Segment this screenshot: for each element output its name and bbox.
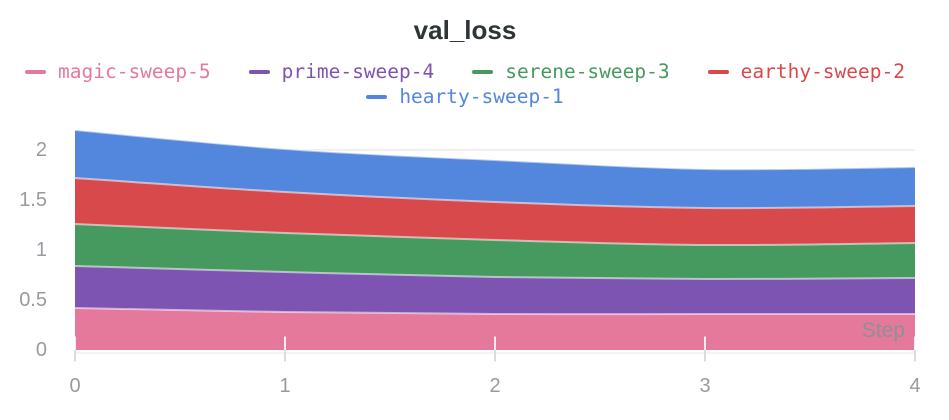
x-tick-label-0: 0 (69, 375, 81, 397)
x-tick-label-2: 2 (489, 375, 501, 397)
legend-item-magic-sweep-5[interactable]: magic-sweep-5 (25, 60, 211, 83)
legend-label: magic-sweep-5 (58, 60, 211, 83)
legend-item-prime-sweep-4[interactable]: prime-sweep-4 (248, 60, 435, 83)
chart-title: val_loss (413, 15, 517, 45)
y-tick-label-0: 0 (35, 339, 47, 361)
area-top-edge-serene-sweep-3 (74, 223, 916, 247)
area-top-edge-hearty-sweep-1 (74, 129, 916, 171)
legend-row: hearty-sweep-1 (0, 84, 930, 109)
legend-label: hearty-sweep-1 (399, 85, 564, 108)
x-tick-label-3: 3 (699, 375, 711, 397)
legend-label: earthy-sweep-2 (740, 60, 905, 83)
legend-row: magic-sweep-5 prime-sweep-4 serene-sweep-3… (0, 59, 930, 84)
y-tick-label-1.5: 1.5 (19, 189, 47, 211)
legend-item-earthy-sweep-2[interactable]: earthy-sweep-2 (707, 60, 905, 83)
y-tick-label-0.5: 0.5 (19, 289, 47, 311)
y-tick-label-1: 1 (35, 239, 47, 261)
legend-dash-icon (707, 69, 729, 74)
legend-item-hearty-sweep-1[interactable]: hearty-sweep-1 (366, 85, 564, 108)
area-top-edge-earthy-sweep-2 (74, 177, 916, 210)
legend-dash-icon (366, 94, 388, 99)
legend-dash-icon (248, 69, 270, 74)
x-axis-title: Step (861, 319, 905, 342)
legend: magic-sweep-5 prime-sweep-4 serene-sweep-3… (0, 59, 930, 109)
legend-label: serene-sweep-3 (505, 60, 670, 83)
area-top-edge-magic-sweep-5 (74, 307, 915, 316)
x-tick-label-1: 1 (279, 375, 291, 397)
x-tick-label-4: 4 (909, 375, 921, 397)
legend-label: prime-sweep-4 (281, 60, 435, 83)
y-tick-label-2: 2 (35, 139, 47, 161)
area-top-edge-prime-sweep-4 (74, 265, 916, 281)
legend-dash-icon (472, 69, 494, 74)
legend-item-serene-sweep-3[interactable]: serene-sweep-3 (472, 60, 670, 83)
legend-dash-icon (25, 69, 46, 74)
